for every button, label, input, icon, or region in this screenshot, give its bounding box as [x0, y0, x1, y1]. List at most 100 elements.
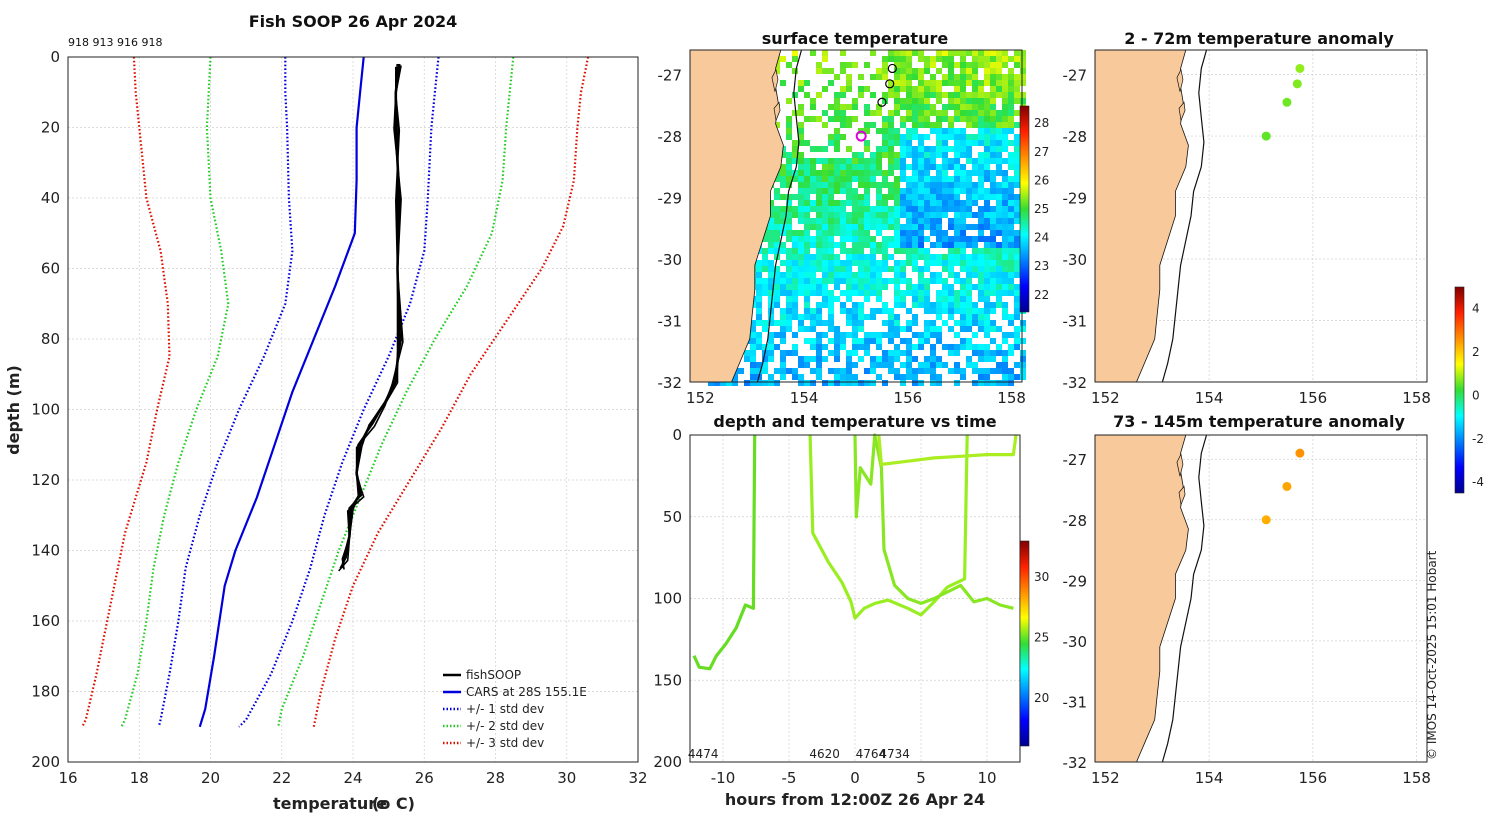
sst-cell: [774, 344, 780, 350]
sst-cell: [984, 290, 990, 296]
sst-cell: [1014, 314, 1020, 320]
sst-cell: [804, 314, 810, 320]
sst-cell: [942, 290, 948, 296]
sst-cell: [954, 206, 960, 212]
sst-cell: [1014, 272, 1020, 278]
sst-cell: [906, 212, 912, 218]
sst-cell: [822, 50, 828, 56]
sst-cell: [750, 344, 756, 350]
sst-cell: [966, 236, 972, 242]
sst-cell: [984, 278, 990, 284]
sst-cell: [948, 182, 954, 188]
sst-cell: [816, 218, 822, 224]
sst-cell: [912, 248, 918, 254]
sst-cell: [882, 146, 888, 152]
sst-cell: [864, 122, 870, 128]
sst-cell: [900, 188, 906, 194]
sst-cell: [774, 218, 780, 224]
sst-cell: [984, 152, 990, 158]
sst-cell: [912, 98, 918, 104]
sst-cell: [948, 350, 954, 356]
sst-cell: [1008, 182, 1014, 188]
sst-cell: [882, 356, 888, 362]
sst-cell: [858, 170, 864, 176]
sst-cell: [840, 278, 846, 284]
sst-cell: [936, 278, 942, 284]
sst-cell: [978, 368, 984, 374]
sst-cell: [786, 176, 792, 182]
sst-cell: [972, 62, 978, 68]
sst-cell: [774, 122, 780, 128]
sst-cell: [972, 110, 978, 116]
sst-cell: [984, 68, 990, 74]
sst-cell: [1008, 152, 1014, 158]
sst-cell: [816, 176, 822, 182]
x-tick-label: 18: [130, 769, 149, 787]
sst-cell: [750, 332, 756, 338]
sst-cell: [984, 62, 990, 68]
sst-cell: [1020, 62, 1026, 68]
sst-cell: [846, 212, 852, 218]
sst-cell: [990, 224, 996, 230]
sst-cell: [774, 224, 780, 230]
x-tick-label: 28: [486, 769, 505, 787]
sst-cell: [846, 104, 852, 110]
sst-cell: [966, 308, 972, 314]
sst-cell: [984, 50, 990, 56]
sst-cell: [798, 206, 804, 212]
sst-cell: [906, 206, 912, 212]
sst-cell: [996, 68, 1002, 74]
sst-cell: [888, 182, 894, 188]
sst-cell: [924, 158, 930, 164]
x-tick-label: 152: [1091, 769, 1120, 787]
sst-cell: [894, 176, 900, 182]
sst-cell: [894, 206, 900, 212]
sst-cell: [1008, 236, 1014, 242]
y-tick-label: -32: [1063, 754, 1088, 772]
sst-cell: [822, 164, 828, 170]
sst-cell: [906, 338, 912, 344]
sst-cell: [978, 164, 984, 170]
sst-cell: [978, 50, 984, 56]
sst-cell: [804, 278, 810, 284]
sst-cell: [978, 212, 984, 218]
sst-cell: [966, 68, 972, 74]
sst-cell: [894, 290, 900, 296]
sst-cell: [978, 314, 984, 320]
sst-cell: [906, 224, 912, 230]
sst-cell: [906, 50, 912, 56]
sst-cell: [972, 104, 978, 110]
sst-cell: [1014, 200, 1020, 206]
sst-cell: [894, 356, 900, 362]
sst-cell: [900, 290, 906, 296]
sst-cell: [816, 182, 822, 188]
sst-cell: [804, 140, 810, 146]
sst-cell: [882, 128, 888, 134]
sst-cell: [828, 272, 834, 278]
sst-cell: [1008, 164, 1014, 170]
sst-cell: [762, 380, 768, 386]
sst-cell: [876, 128, 882, 134]
sst-cell: [846, 350, 852, 356]
sst-cell: [966, 314, 972, 320]
sst-cell: [960, 134, 966, 140]
sst-cell: [936, 326, 942, 332]
x-tick-label: 22: [272, 769, 291, 787]
fishsoop-trace: [339, 63, 403, 569]
sst-cell: [882, 236, 888, 242]
sst-cell: [942, 230, 948, 236]
sst-cell: [936, 92, 942, 98]
sst-cell: [798, 134, 804, 140]
sst-cell: [918, 176, 924, 182]
station-marker: [885, 79, 895, 89]
colorbar-tick-label: -2: [1472, 432, 1484, 446]
sst-cell: [996, 158, 1002, 164]
sst-cell: [792, 248, 798, 254]
sst-cell: [912, 332, 918, 338]
sst-cell: [990, 254, 996, 260]
sst-cell: [792, 212, 798, 218]
sst-cell: [996, 278, 1002, 284]
sst-cell: [966, 104, 972, 110]
sst-cell: [984, 248, 990, 254]
sst-cell: [900, 260, 906, 266]
